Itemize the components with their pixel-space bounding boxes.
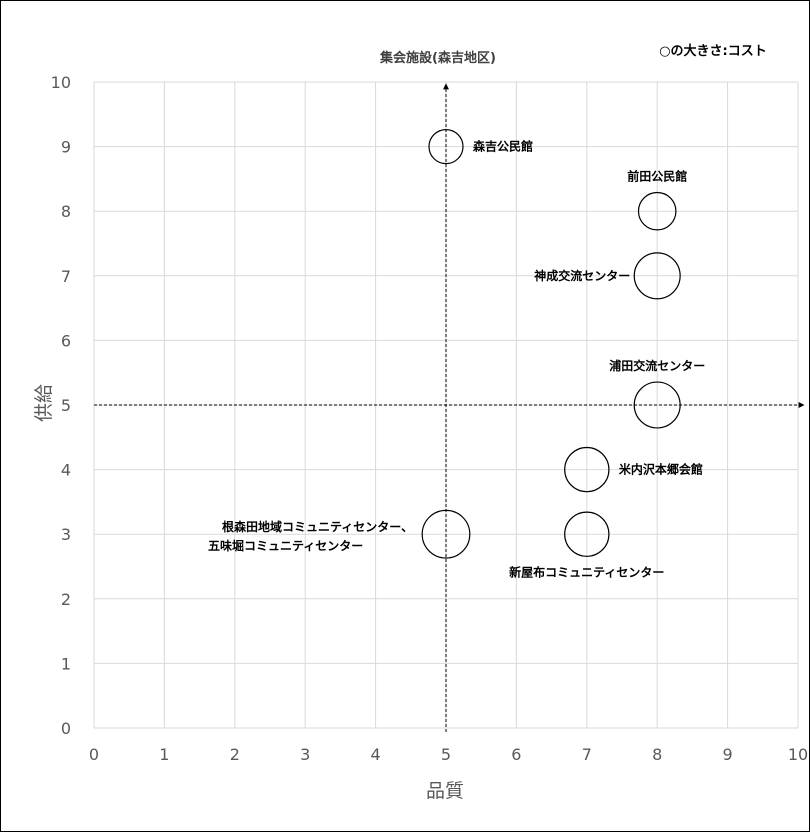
x-tick-label: 3	[300, 745, 310, 764]
y-tick-label: 7	[61, 267, 71, 286]
data-points: 森吉公民館前田公民館神成交流センター浦田交流センター米内沢本郷会館新屋布コミュニ…	[208, 129, 705, 579]
y-tick-label: 10	[51, 73, 71, 92]
data-bubble	[564, 446, 610, 493]
reference-lines	[94, 83, 805, 732]
x-tick-label: 9	[723, 745, 733, 764]
data-bubble	[564, 511, 610, 557]
data-label: 五味堀コミュニティセンター	[208, 538, 363, 553]
y-axis-title: 供給	[33, 384, 55, 422]
data-bubble	[637, 191, 677, 231]
x-tick-label: 10	[788, 745, 808, 764]
y-tick-label: 6	[61, 331, 71, 350]
y-tick-label: 5	[61, 396, 71, 415]
x-tick-label: 2	[230, 745, 240, 764]
data-label: 森吉公民館	[473, 139, 533, 154]
data-bubble	[633, 381, 681, 429]
x-tick-label: 0	[89, 745, 99, 764]
x-tick-label: 8	[652, 745, 662, 764]
data-label: 米内沢本郷会館	[619, 462, 703, 477]
x-tick-label: 7	[582, 745, 592, 764]
y-tick-label: 4	[61, 461, 71, 480]
data-label: 浦田交流センター	[609, 358, 705, 373]
x-axis-title: 品質	[426, 780, 464, 802]
x-tick-label: 1	[159, 745, 169, 764]
y-tick-label: 1	[61, 654, 71, 673]
data-label: 前田公民館	[627, 169, 687, 184]
data-label: 新屋布コミュニティセンター	[509, 564, 664, 579]
size-legend-note: ○の大きさ:コスト	[659, 43, 767, 59]
x-tick-label: 5	[441, 745, 451, 764]
data-label: 根森田地域コミュニティセンター、	[222, 519, 413, 534]
y-tick-label: 9	[61, 138, 71, 157]
y-tick-label: 2	[61, 590, 71, 609]
data-label: 神成交流センター	[534, 268, 630, 283]
y-tick-label: 3	[61, 525, 71, 544]
y-tick-label: 0	[61, 719, 71, 738]
data-bubble	[633, 252, 681, 300]
x-tick-label: 6	[511, 745, 521, 764]
data-bubble	[421, 509, 471, 559]
axis-ticks: 0 1 2 3 4 5 6 7 8 9 10 0 1 2 3 4 5 6 7 8 9 10	[51, 73, 809, 764]
chart-title: 集会施設(森吉地区)	[379, 50, 496, 66]
y-tick-label: 8	[61, 202, 71, 221]
data-bubble	[428, 129, 464, 165]
x-tick-label: 4	[371, 745, 381, 764]
